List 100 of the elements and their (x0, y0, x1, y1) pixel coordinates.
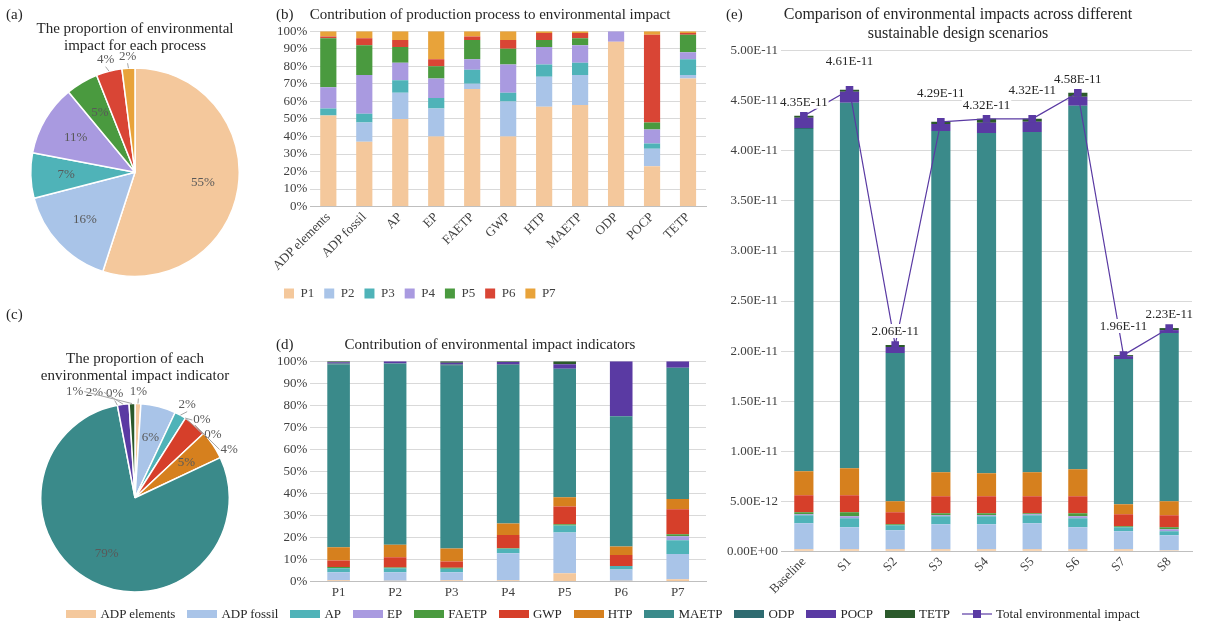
y-tick-label: 90% (283, 40, 308, 56)
y-tick-label: 4.50E-11 (730, 92, 779, 108)
legend-label: P6 (501, 284, 516, 300)
data-label: 7% (57, 165, 76, 181)
legend-label: POCP (840, 606, 873, 622)
y-tick-label: 3.00E-11 (730, 242, 779, 258)
y-tick-label: 20% (283, 528, 308, 544)
data-label: 4.32E-11 (1008, 81, 1056, 97)
x-tick-label: S6 (1062, 553, 1083, 575)
data-label: 2% (85, 383, 104, 399)
x-tick-label: AP (382, 209, 405, 232)
y-tick-label: 10% (283, 180, 308, 196)
data-label: 4% (96, 51, 115, 67)
y-tick-label: 3.50E-11 (730, 192, 779, 208)
x-tick-label: P2 (388, 583, 402, 599)
data-label: 4.32E-11 (962, 96, 1011, 112)
y-tick-label: 1.00E-11 (730, 442, 779, 458)
text: (b) (276, 6, 294, 23)
legend-label: P3 (380, 284, 395, 300)
legend-label: FAETP (448, 606, 487, 622)
text: (a) (6, 6, 23, 23)
x-tick-label: EP (419, 209, 441, 231)
legend-label: P1 (300, 284, 315, 300)
data-label: 4.35E-11 (780, 93, 828, 109)
y-tick-label: 5.00E-12 (729, 492, 779, 508)
x-tick-label: ODP (591, 209, 621, 239)
data-label: 4.29E-11 (917, 84, 965, 100)
data-label: 5% (177, 454, 196, 470)
y-tick-label: 80% (283, 396, 308, 412)
data-label: 1% (65, 382, 84, 398)
text: (c) (6, 306, 23, 323)
data-label: 55% (191, 174, 216, 190)
x-tick-label: P1 (331, 583, 346, 599)
legend-label: Total environmental impact (996, 606, 1140, 622)
x-tick-label: S4 (970, 553, 992, 575)
text: 0% (193, 411, 211, 427)
legend-label: ODP (768, 606, 795, 622)
legend-label: P5 (461, 284, 476, 300)
legend-label: EP (387, 606, 403, 622)
chart-title: Contribution of production process to environmental impact (309, 5, 672, 22)
y-tick-label: 0% (289, 198, 308, 214)
text: 0% (106, 384, 124, 400)
x-tick-label: S1 (833, 553, 855, 575)
y-tick-label: 30% (283, 506, 308, 522)
data-label: 4% (220, 440, 239, 456)
y-tick-label: 2.50E-11 (730, 292, 779, 308)
y-tick-label: 40% (283, 127, 308, 143)
y-tick-label: 0% (289, 572, 308, 588)
x-tick-label: S7 (1107, 553, 1129, 575)
legend-label: GWP (532, 606, 562, 622)
y-tick-label: 5.00E-11 (730, 42, 779, 58)
y-tick-label: 20% (283, 162, 308, 178)
y-tick-label: 60% (283, 440, 308, 456)
y-tick-label: 100% (276, 352, 308, 368)
y-tick-label: 50% (283, 110, 308, 126)
y-tick-label: 80% (283, 57, 308, 73)
x-tick-label: P6 (614, 583, 629, 599)
legend-label: ADP fossil (221, 606, 279, 622)
y-tick-label: 30% (283, 145, 308, 161)
x-tick-label: S8 (1153, 553, 1174, 575)
legend-label: HTP (607, 606, 633, 622)
x-tick-label: P3 (444, 583, 459, 599)
data-label: 6% (141, 428, 160, 444)
legend-label: ADP elements (100, 606, 176, 622)
y-tick-label: 1.50E-11 (730, 392, 779, 408)
y-tick-label: 70% (283, 75, 308, 91)
data-label: 4.61E-11 (825, 52, 874, 68)
chart-title: Comparison of environmental impacts across different sustainable design scenarios (783, 5, 1133, 42)
y-tick-label: 40% (283, 484, 308, 500)
x-tick-label: P4 (501, 583, 516, 599)
data-label: 2% (178, 396, 196, 412)
y-tick-label: 70% (283, 418, 308, 434)
y-tick-label: 100% (276, 22, 308, 38)
y-tick-label: 10% (283, 550, 308, 566)
y-tick-label: 2.00E-11 (730, 342, 779, 358)
data-label: 16% (72, 210, 97, 226)
y-tick-label: 90% (283, 374, 308, 390)
x-tick-label: S5 (1016, 553, 1037, 575)
data-label: 2.23E-11 (1145, 306, 1193, 322)
data-label: 2.06E-11 (871, 323, 919, 339)
legend-label: P4 (421, 284, 436, 300)
chart-title: Contribution of environmental impact indicators (344, 335, 636, 352)
text: (d) (276, 336, 294, 353)
x-tick-label: P7 (670, 583, 686, 599)
legend-label: P2 (340, 284, 355, 300)
legend-label: MAETP (678, 606, 723, 622)
text: (e) (726, 6, 743, 23)
y-tick-label: 60% (283, 92, 308, 108)
data-label: 4.58E-11 (1054, 70, 1102, 86)
chart-title: The proportion of each environmental impact indicator (40, 349, 230, 383)
x-tick-label: S2 (879, 553, 900, 575)
y-tick-label: 50% (283, 462, 308, 478)
y-tick-label: 0.00E+00 (726, 542, 779, 558)
x-tick-label: P5 (557, 583, 572, 599)
data-label: 5% (91, 104, 109, 120)
x-tick-label: HTP (520, 209, 549, 238)
x-tick-label: S3 (925, 553, 946, 575)
y-tick-label: 4.00E-11 (730, 142, 779, 158)
data-label: 1.96E-11 (1099, 318, 1148, 334)
legend-label: P7 (541, 284, 557, 300)
